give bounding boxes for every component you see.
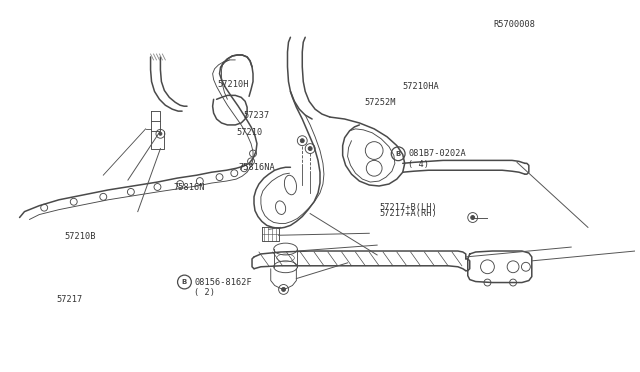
Text: R5700008: R5700008 <box>493 20 536 29</box>
Text: ( 2): ( 2) <box>195 288 215 297</box>
Circle shape <box>159 132 162 135</box>
Text: 08156-8162F: 08156-8162F <box>195 278 252 286</box>
Text: B: B <box>396 151 401 157</box>
Circle shape <box>282 288 285 291</box>
Text: ( 4): ( 4) <box>408 160 429 169</box>
Text: B: B <box>182 279 187 285</box>
Circle shape <box>308 147 312 151</box>
Text: 57210H: 57210H <box>218 80 250 89</box>
Text: 57237: 57237 <box>243 111 269 120</box>
Text: 75816N: 75816N <box>173 183 205 192</box>
Text: 75816NA: 75816NA <box>238 163 275 172</box>
Text: 57210B: 57210B <box>65 232 96 241</box>
Text: 57217: 57217 <box>56 295 83 304</box>
Circle shape <box>300 139 304 142</box>
Text: 081B7-0202A: 081B7-0202A <box>408 149 466 158</box>
Text: 57217+B(LH): 57217+B(LH) <box>380 203 437 212</box>
Text: 57210: 57210 <box>237 128 263 137</box>
Text: 57252M: 57252M <box>364 98 396 107</box>
Text: 57217+A(RH): 57217+A(RH) <box>380 209 437 218</box>
Text: 57210HA: 57210HA <box>403 82 439 91</box>
Circle shape <box>470 215 475 219</box>
